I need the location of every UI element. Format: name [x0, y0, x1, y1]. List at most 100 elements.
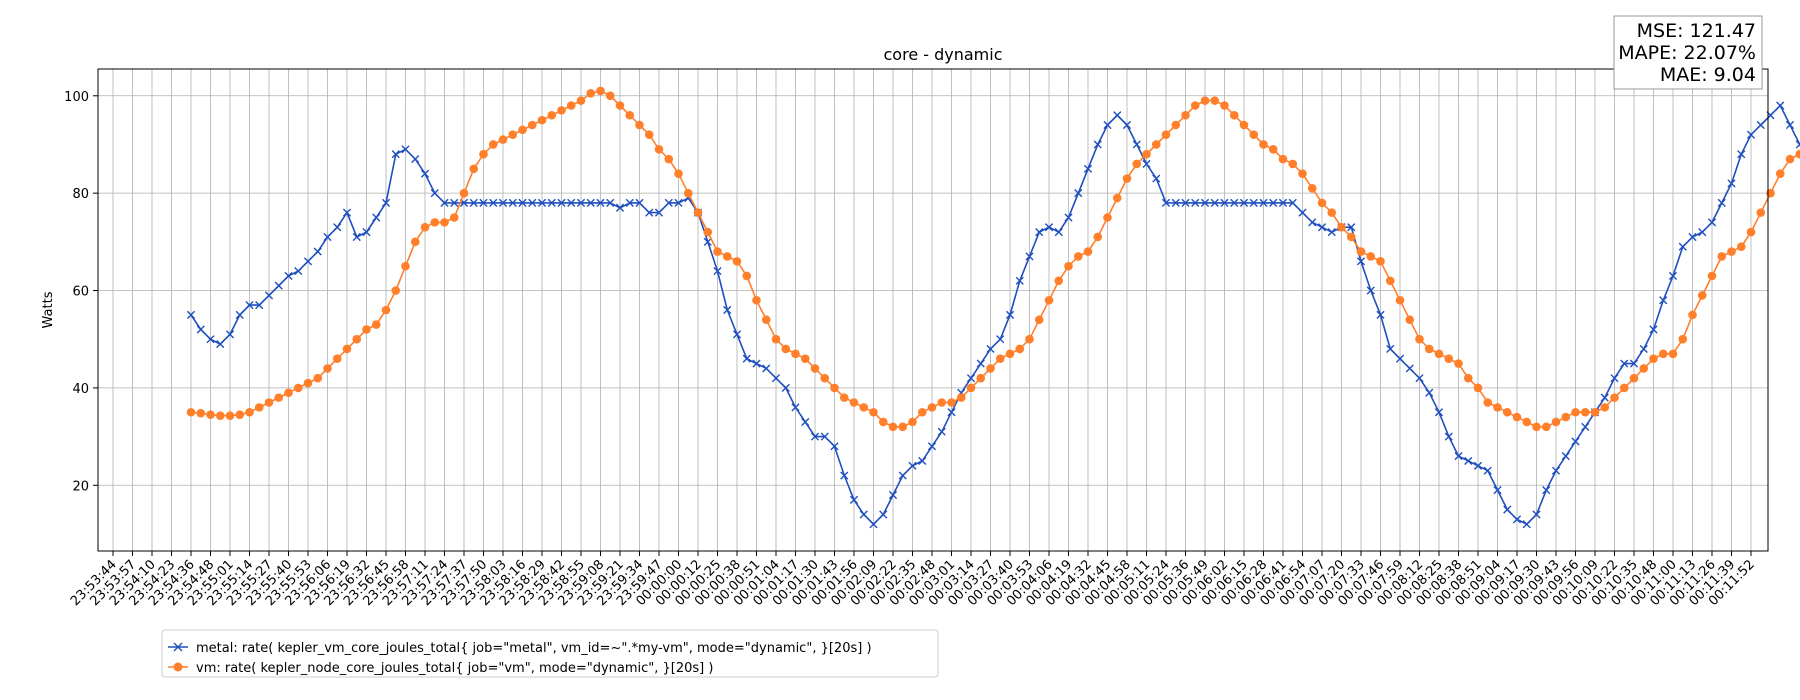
data-point	[1483, 398, 1493, 407]
data-point	[1317, 198, 1327, 208]
data-point	[1327, 208, 1337, 217]
data-point	[294, 266, 303, 276]
legend-label: vm: rate( kepler_node_core_joules_total{…	[196, 661, 713, 676]
data-point	[674, 198, 683, 207]
data-point	[878, 417, 888, 427]
data-point	[430, 218, 440, 227]
data-point	[810, 364, 820, 373]
data-point	[235, 310, 244, 319]
plot-frame	[97, 68, 1769, 552]
data-point	[508, 198, 517, 207]
data-point	[742, 354, 751, 363]
data-point	[1064, 261, 1073, 271]
data-point	[1697, 291, 1707, 300]
data-point	[1610, 393, 1619, 402]
data-point	[1073, 252, 1083, 261]
data-point	[888, 490, 898, 500]
data-point	[1678, 334, 1688, 344]
data-point	[1268, 145, 1278, 154]
data-point	[1795, 149, 1800, 159]
data-point	[732, 257, 742, 266]
data-point	[674, 169, 683, 178]
data-point	[1659, 296, 1668, 305]
data-point	[1425, 388, 1434, 397]
data-point	[1278, 154, 1288, 164]
data-point	[1434, 408, 1444, 417]
data-point	[1161, 130, 1171, 140]
metric-mae: MAE: 9.04	[1660, 64, 1756, 86]
data-point	[255, 301, 264, 310]
data-point	[937, 398, 947, 407]
data-point	[1395, 295, 1405, 305]
data-point	[1171, 198, 1180, 207]
y-tick-label: 40	[72, 382, 89, 397]
data-point	[1376, 257, 1385, 266]
data-point	[1678, 242, 1687, 251]
data-point	[488, 140, 498, 149]
data-point	[1346, 232, 1356, 242]
data-point	[313, 247, 322, 256]
axis-layer: 23:53:4423:53:5723:54:1023:54:2323:54:36…	[64, 90, 1758, 609]
data-point	[869, 520, 878, 529]
data-point	[1220, 198, 1229, 207]
data-point	[1151, 140, 1161, 149]
data-point	[1541, 422, 1551, 432]
data-point	[820, 373, 830, 383]
data-point	[225, 411, 235, 420]
data-point	[947, 398, 956, 407]
data-point	[1229, 110, 1239, 120]
data-point	[713, 266, 722, 276]
data-point	[518, 198, 527, 207]
series-line	[190, 104, 1800, 526]
data-point	[1015, 276, 1024, 285]
data-point	[879, 510, 888, 519]
data-point	[1112, 193, 1122, 203]
data-point	[1093, 232, 1103, 242]
data-point	[605, 91, 615, 101]
data-point	[362, 325, 371, 334]
data-point	[1473, 383, 1483, 393]
data-point	[1502, 407, 1512, 417]
data-point	[1356, 247, 1366, 256]
data-point	[1220, 101, 1229, 110]
data-point	[303, 378, 313, 388]
data-point	[918, 456, 927, 466]
data-point	[1649, 325, 1658, 334]
data-point	[1561, 451, 1570, 461]
metric-mse: MSE: 121.47	[1637, 20, 1756, 42]
data-point	[1113, 111, 1122, 120]
data-point	[274, 393, 284, 402]
data-point	[186, 407, 196, 417]
data-point	[1581, 422, 1590, 431]
data-point	[1463, 373, 1473, 383]
data-point	[1707, 218, 1717, 227]
data-point	[1132, 159, 1142, 169]
data-point	[1200, 198, 1210, 207]
data-point	[1083, 247, 1093, 256]
data-point	[333, 223, 342, 232]
data-point	[1434, 349, 1444, 359]
data-point	[995, 354, 1005, 363]
data-point	[1698, 228, 1707, 237]
data-point	[372, 213, 381, 222]
data-point	[1415, 334, 1424, 344]
data-point	[206, 335, 215, 344]
data-point	[196, 325, 205, 334]
data-point	[1191, 198, 1200, 207]
data-point	[898, 422, 908, 432]
data-point	[1044, 295, 1054, 305]
data-point	[654, 208, 664, 217]
data-point	[420, 169, 430, 178]
data-point	[596, 198, 605, 207]
data-point	[410, 237, 420, 247]
data-point	[576, 198, 586, 207]
data-point	[1454, 359, 1463, 368]
data-point	[440, 218, 449, 227]
data-point	[215, 411, 225, 420]
data-point	[401, 261, 410, 271]
data-point	[1405, 315, 1415, 325]
data-point	[1512, 412, 1522, 422]
data-point	[1522, 520, 1531, 529]
data-point	[1532, 422, 1541, 432]
data-point	[1464, 456, 1473, 466]
